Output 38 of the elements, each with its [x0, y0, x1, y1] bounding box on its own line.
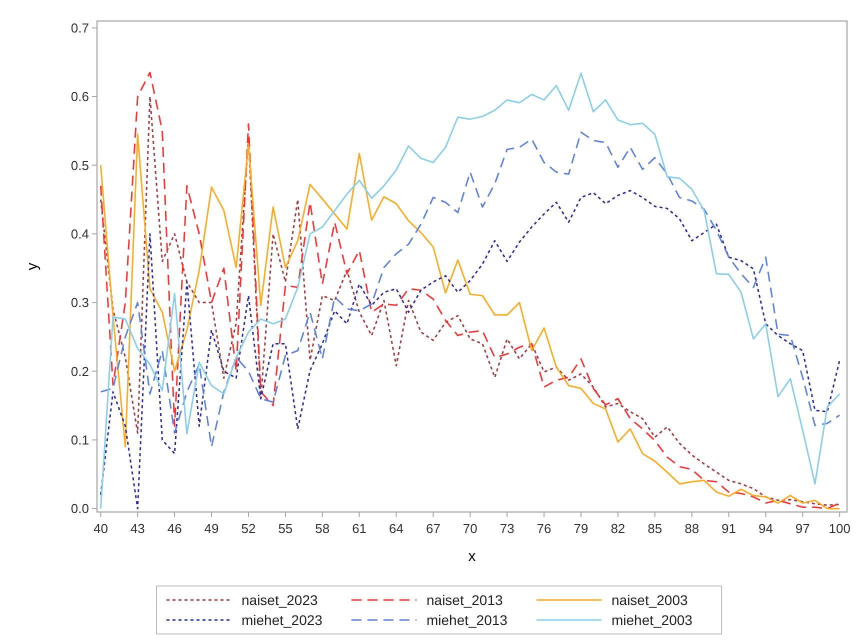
y-tick-label: 0.3 [70, 295, 89, 310]
x-tick-label: 76 [536, 521, 552, 536]
y-tick-label: 0.1 [70, 432, 89, 448]
x-tick-label: 64 [389, 521, 404, 536]
x-tick-label: 73 [500, 521, 514, 536]
x-tick-label: 43 [130, 521, 145, 536]
legend-label: miehet_2013 [426, 612, 508, 628]
x-tick-label: 61 [352, 521, 367, 536]
line-series [100, 132, 840, 448]
x-tick-label: 58 [315, 521, 330, 536]
x-tick-label: 52 [241, 521, 256, 536]
x-tick-label: 46 [167, 521, 182, 536]
x-tick-label: 94 [758, 521, 773, 536]
x-tick-label: 82 [610, 521, 626, 536]
y-tick-label: 0.5 [70, 158, 89, 173]
x-axis-title: x [468, 548, 476, 565]
y-tick-label: 0.2 [70, 364, 89, 379]
x-tick-label: 85 [648, 521, 662, 536]
x-tick-label: 55 [278, 521, 293, 536]
legend-label: naiset_2003 [612, 592, 688, 608]
x-tick-label: 40 [93, 521, 108, 536]
y-tick-label: 0.7 [70, 20, 89, 36]
x-tick-label: 88 [684, 521, 700, 536]
y-axis-title: y [24, 262, 41, 270]
x-tick-label: 70 [462, 521, 478, 536]
legend-label: naiset_2023 [242, 592, 318, 608]
y-tick-label: 0.4 [70, 226, 89, 242]
y-tick-label: 0.6 [70, 89, 89, 104]
x-tick-label: 79 [574, 521, 588, 536]
legend-label: miehet_2023 [242, 612, 323, 628]
y-tick-label: 0.0 [70, 501, 89, 516]
legend-label: miehet_2003 [612, 612, 693, 628]
x-tick-label: 49 [204, 521, 219, 536]
x-tick-label: 91 [722, 521, 736, 536]
x-tick-label: 100 [828, 521, 850, 536]
legend-label: naiset_2013 [426, 592, 504, 608]
x-tick-label: 67 [426, 521, 440, 536]
x-tick-label: 97 [795, 521, 810, 536]
